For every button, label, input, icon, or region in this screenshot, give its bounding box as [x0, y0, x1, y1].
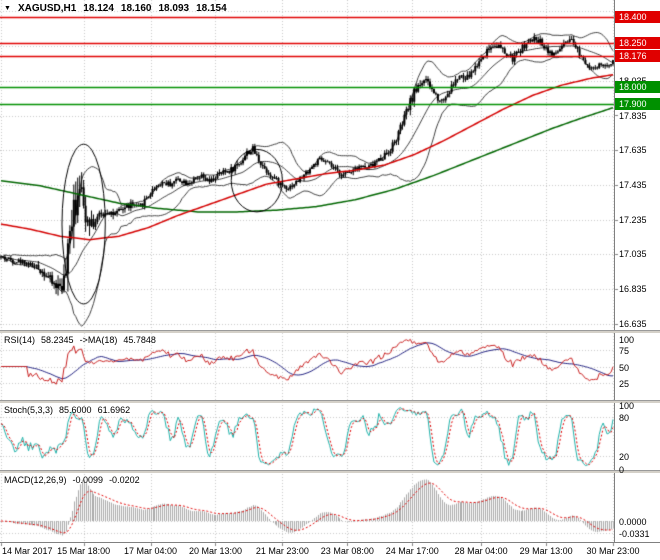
rsi-ma-name: ->MA(18)	[79, 335, 118, 345]
price-axis-tick: 18.035	[619, 76, 647, 86]
panel-separator-stoch[interactable]	[0, 400, 660, 403]
indicator-axis-tick: -0.0331	[619, 529, 650, 540]
panel-separator-macd[interactable]	[0, 470, 660, 473]
indicator-axis-tick: 0	[619, 465, 625, 475]
ohlc-low: 18.093	[158, 3, 190, 14]
time-axis-label: 20 Mar 13:00	[188, 546, 243, 556]
rsi-panel-header: RSI(14) 58.2345 ->MA(18) 45.7848	[4, 335, 156, 345]
stoch-k-value: 85.6000	[59, 405, 92, 415]
ohlc-close: 18.154	[196, 3, 227, 14]
rsi-indicator-name: RSI(14)	[4, 335, 36, 345]
price-axis-tick: 16.835	[619, 284, 647, 295]
time-axis-label: 21 Mar 23:00	[255, 546, 309, 556]
indicator-axis-tick: 100	[619, 401, 635, 411]
panel-separator-rsi[interactable]	[0, 330, 660, 333]
time-axis-label: 15 Mar 18:00	[57, 546, 111, 556]
price-axis-tick: 17.835	[619, 110, 647, 121]
indicator-axis-tick: 80	[619, 413, 630, 423]
price-level-badge[interactable]: 18.176	[615, 50, 660, 63]
ohlc-high: 18.160	[120, 3, 152, 14]
indicator-axis-tick: 50	[619, 362, 630, 373]
symbol-ohlc-overlay: ▼ XAGUSD,H1 18.124 18.160 18.093 18.154	[4, 3, 227, 14]
price-axis-tick: 16.635	[619, 318, 647, 329]
time-axis-label: 17 Mar 04:00	[124, 546, 178, 556]
time-axis-label: 24 Mar 17:00	[385, 546, 439, 556]
stoch-panel-header: Stoch(5,3,3) 85.6000 61.6962	[4, 405, 130, 415]
price-axis-tick: 17.435	[619, 179, 647, 190]
macd-panel-header: MACD(12,26,9) -0.0099 -0.0202	[4, 475, 140, 485]
price-level-badge[interactable]: 18.400	[615, 11, 660, 24]
time-axis-label: 29 Mar 13:00	[519, 546, 573, 556]
time-axis-label: 14 Mar 2017	[2, 546, 53, 556]
time-axis-label: 23 Mar 08:00	[320, 546, 374, 556]
time-axis-label: 30 Mar 23:00	[586, 546, 640, 556]
rsi-value: 58.2345	[41, 335, 74, 345]
price-level-badge[interactable]: 18.250	[615, 37, 660, 50]
time-axis-label: 28 Mar 04:00	[454, 546, 508, 556]
indicator-axis-tick: 0.0000	[619, 517, 647, 528]
stoch-indicator-name: Stoch(5,3,3)	[4, 405, 54, 415]
indicator-axis-tick: 20	[619, 452, 630, 462]
price-axis-tick: 17.635	[619, 145, 647, 156]
macd-indicator-name: MACD(12,26,9)	[4, 475, 67, 485]
price-axis-border	[614, 0, 615, 542]
symbol-label: XAGUSD,H1	[17, 3, 77, 14]
macd-value: -0.0099	[72, 475, 104, 485]
rsi-ma-value: 45.7848	[123, 335, 156, 345]
stoch-d-value: 61.6962	[97, 405, 131, 415]
ohlc-open: 18.124	[83, 3, 114, 14]
indicator-axis-tick: 75	[619, 346, 630, 357]
indicator-axis-tick: 100	[619, 335, 635, 345]
price-level-badge[interactable]: 18.000	[615, 80, 660, 93]
macd-signal-value: -0.0202	[109, 475, 140, 485]
price-axis-tick: 17.035	[619, 249, 647, 260]
chart-menu-arrow-icon[interactable]: ▼	[4, 4, 11, 12]
time-axis[interactable]	[0, 542, 660, 560]
indicator-axis-tick: 25	[619, 378, 630, 389]
price-axis-tick: 17.235	[619, 214, 647, 225]
price-level-badge[interactable]: 17.900	[615, 98, 660, 111]
